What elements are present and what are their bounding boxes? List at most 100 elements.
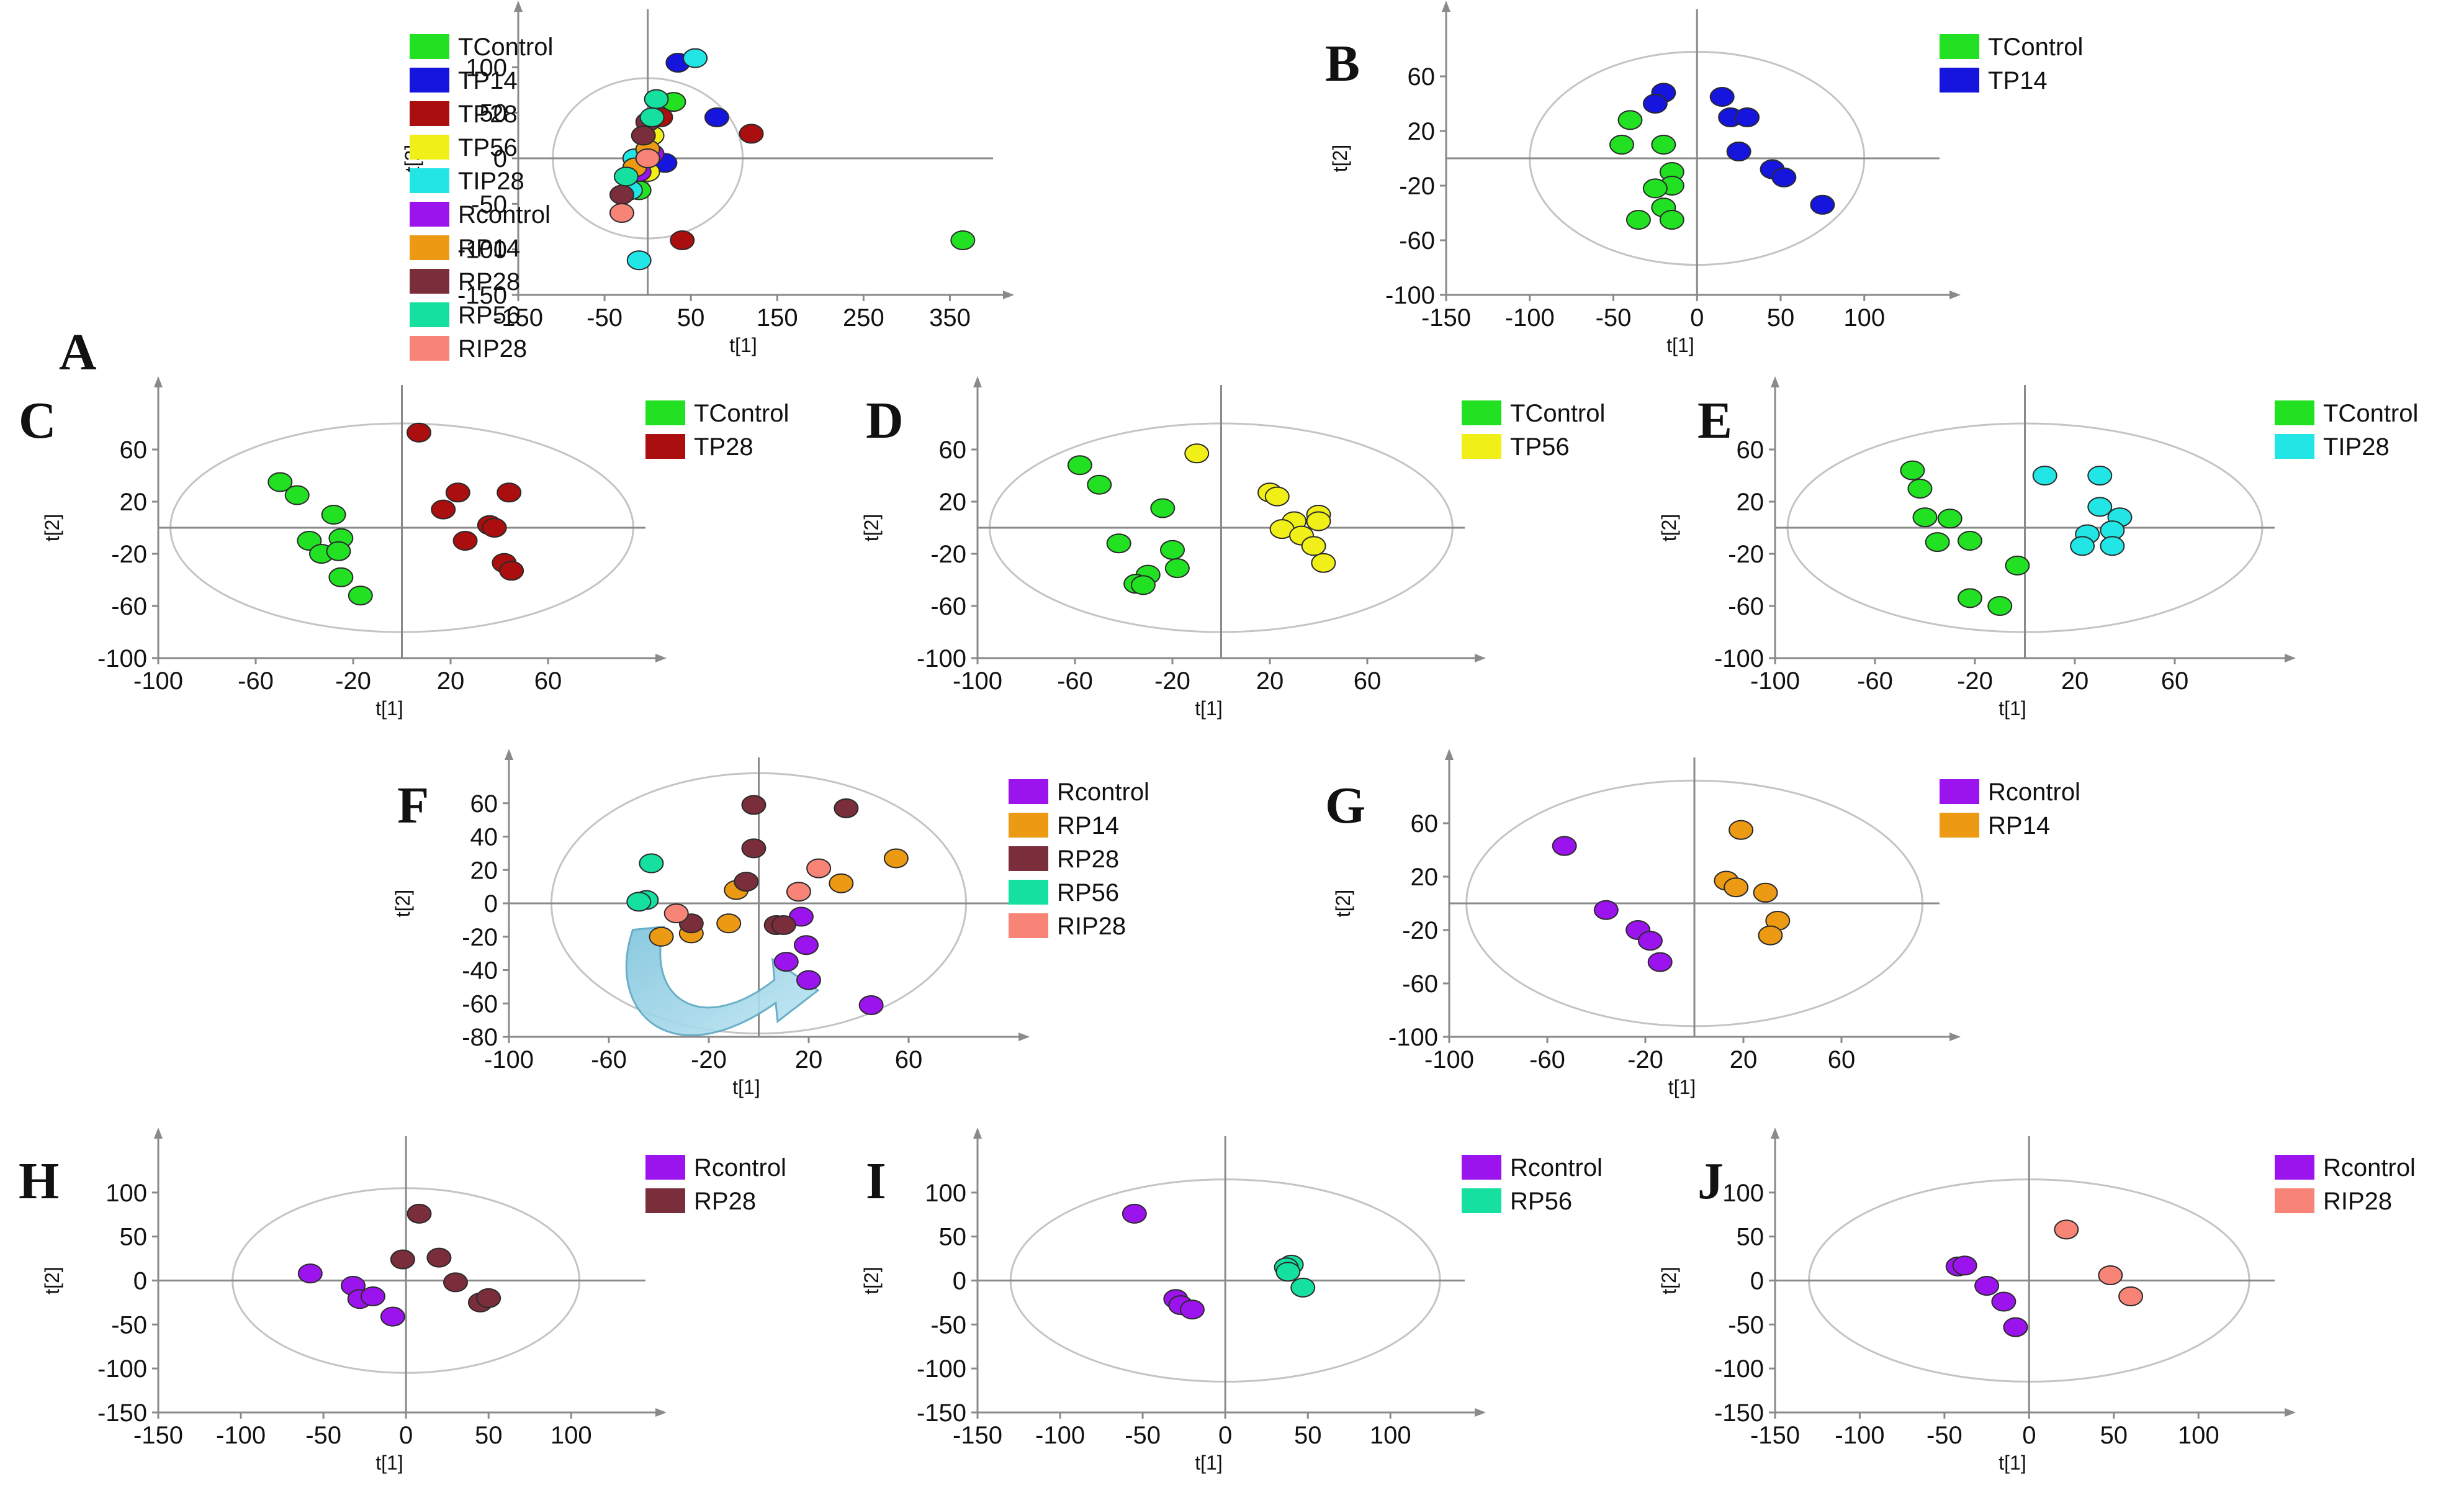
x-tick-label-b: -50	[1596, 304, 1632, 332]
y-axis-arrow-a	[514, 1, 523, 12]
panel-letter-e: E	[1697, 392, 1732, 450]
panel-g: G -100 -60 -20 20 60 60 20 -20 -60 -100 t[1] t[2] Rco…	[1325, 749, 2080, 1098]
x-tick-label-b: 100	[1843, 304, 1885, 332]
x-axis-title-i: t[1]	[1195, 1452, 1222, 1474]
x-tick-label-a: 250	[843, 304, 884, 332]
panel-letter-g: G	[1325, 777, 1365, 834]
legend-swatch-rip28-a	[410, 336, 449, 361]
x-tick-label-j: 50	[2100, 1422, 2128, 1449]
y-axis-title-f: t[2]	[392, 890, 414, 917]
point-tcontrol-b	[1609, 135, 1634, 155]
legend-label-rip28-f: RIP28	[1057, 913, 1126, 940]
point-rcontrol-j	[1991, 1291, 2017, 1312]
legend-label-rcontrol-a: Rcontrol	[458, 201, 551, 228]
y-tick-label-g: 20	[1411, 864, 1439, 891]
x-tick-label-j: 100	[2178, 1422, 2219, 1449]
point-rp14-g	[1753, 882, 1778, 903]
legend-label-rcontrol-j: Rcontrol	[2323, 1154, 2416, 1181]
y-tick-label-d: 60	[939, 436, 967, 464]
legend-label-tp28-a: TP28	[458, 101, 518, 128]
legend-swatch-rcontrol-g	[1940, 779, 1979, 804]
panel-letter-c: C	[19, 392, 56, 450]
x-tick-label-f: -100	[484, 1046, 534, 1073]
y-tick-label-h: 100	[106, 1180, 147, 1207]
panel-letter-h: H	[19, 1152, 59, 1210]
x-tick-label-f: 20	[795, 1046, 823, 1073]
y-axis-arrow-b	[1442, 1, 1450, 12]
y-tick-label-b: 20	[1408, 118, 1436, 145]
point-tcontrol-c	[348, 585, 373, 606]
x-axis-arrow-i	[1475, 1408, 1486, 1417]
x-axis-arrow-a	[1003, 291, 1014, 299]
point-tp28-c	[445, 482, 470, 503]
point-tcontrol-d	[1067, 455, 1092, 476]
panel-letter-b: B	[1325, 35, 1360, 93]
point-tcontrol-c	[268, 472, 293, 492]
point-tip28-e	[2100, 536, 2125, 556]
panel-e: E -100 -60 -20 20 60 60 20 -20 -60 -100 t[1] t[2] TCo…	[1658, 376, 2418, 720]
y-tick-label-b: -60	[1399, 227, 1435, 255]
y-tick-label-j: 0	[1750, 1268, 1764, 1295]
x-tick-label-c: -60	[238, 667, 274, 695]
x-tick-label-h: -100	[216, 1422, 266, 1449]
x-tick-label-j: 0	[2022, 1422, 2036, 1449]
legend-label-rcontrol-g: Rcontrol	[1988, 779, 2080, 806]
point-tcontrol-e	[2005, 555, 2030, 576]
y-axis-arrow-i	[973, 1127, 982, 1139]
point-rcontrol-h	[360, 1286, 385, 1306]
point-rcontrol-j	[1952, 1255, 1977, 1276]
point-tcontrol-e	[1907, 479, 1933, 499]
point-rp28-h	[390, 1249, 415, 1270]
point-rp56-i	[1275, 1262, 1301, 1282]
y-tick-label-a: -150	[457, 282, 507, 309]
point-rcontrol-j	[1974, 1276, 2000, 1296]
x-axis-title-a: t[1]	[729, 334, 757, 356]
legend-label-rp14-f: RP14	[1057, 812, 1119, 839]
point-tp28-c	[406, 422, 431, 443]
point-tcontrol-b	[1651, 135, 1676, 155]
x-axis-arrow-j	[2285, 1408, 2296, 1417]
point-tp28-a	[670, 230, 695, 250]
point-tcontrol-b	[1625, 210, 1651, 230]
x-tick-label-h: 50	[475, 1422, 503, 1449]
legend-label-rp14-a: RP14	[458, 235, 520, 262]
x-axis-title-g: t[1]	[1668, 1076, 1696, 1098]
y-axis-title-j: t[2]	[1658, 1267, 1680, 1294]
point-rip28-j	[2098, 1265, 2123, 1285]
point-tip28-a	[626, 250, 652, 271]
point-rp28-h	[443, 1272, 468, 1293]
x-axis-title-j: t[1]	[1999, 1452, 2026, 1474]
legend-label-rcontrol-h: Rcontrol	[694, 1154, 786, 1181]
point-tp28-c	[482, 518, 507, 538]
point-tp14-b	[1642, 94, 1668, 114]
legend-label-rp28-h: RP28	[694, 1188, 756, 1215]
y-axis-title-g: t[2]	[1332, 890, 1354, 917]
legend-swatch-tp14-a	[410, 68, 449, 93]
point-rp28-a	[631, 125, 656, 146]
x-axis-arrow-b	[1949, 291, 1961, 299]
legend-swatch-tp28-c	[645, 434, 685, 459]
point-tp56-d	[1311, 553, 1336, 573]
x-tick-label-c: -100	[133, 667, 183, 695]
point-rp28-h	[476, 1288, 501, 1308]
legend-swatch-tcontrol-e	[2275, 400, 2314, 425]
y-axis-arrow-d	[973, 376, 982, 387]
point-rcontrol-f	[796, 970, 821, 990]
legend-swatch-tcontrol-c	[645, 400, 685, 425]
legend-swatch-rp28-h	[645, 1188, 685, 1213]
x-tick-label-i: -150	[953, 1422, 1002, 1449]
legend-label-tp14-a: TP14	[458, 67, 518, 94]
legend-swatch-rcontrol-j	[2275, 1155, 2314, 1180]
point-rp14-f	[829, 873, 854, 893]
point-tp14-b	[1726, 142, 1751, 161]
point-tcontrol-d	[1160, 540, 1185, 560]
y-tick-label-h: -100	[97, 1355, 147, 1383]
point-rcontrol-f	[773, 952, 799, 972]
x-tick-label-e: 20	[2061, 667, 2089, 695]
point-rp56-a	[613, 166, 639, 187]
legend-swatch-tcontrol-d	[1462, 400, 1501, 425]
legend-label-rp56-f: RP56	[1057, 879, 1119, 906]
panel-h: H -150 -100 -50 0 50 100 100 50 0 -50 -100 -150 t[1] t…	[19, 1127, 786, 1474]
y-tick-label-b: -20	[1399, 173, 1435, 200]
